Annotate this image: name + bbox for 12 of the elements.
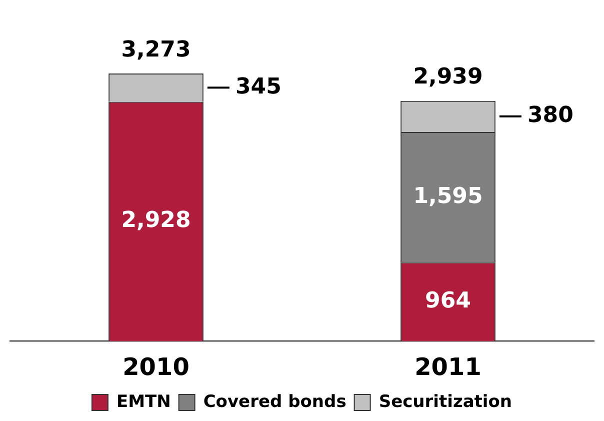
data-label: 380 <box>527 103 574 128</box>
data-label: 1,595 <box>413 184 483 209</box>
x-tick-label: 2011 <box>414 352 482 381</box>
legend-label: Covered bonds <box>203 392 346 412</box>
total-label: 3,273 <box>121 37 191 62</box>
data-label: 345 <box>235 74 282 100</box>
x-tick-label: 2010 <box>122 352 190 381</box>
data-label: 964 <box>425 288 471 314</box>
total-label: 2,939 <box>413 64 483 90</box>
data-label: 2,928 <box>121 208 191 234</box>
legend-label: EMTN <box>116 392 171 412</box>
legend-label: Securitization <box>378 392 512 412</box>
